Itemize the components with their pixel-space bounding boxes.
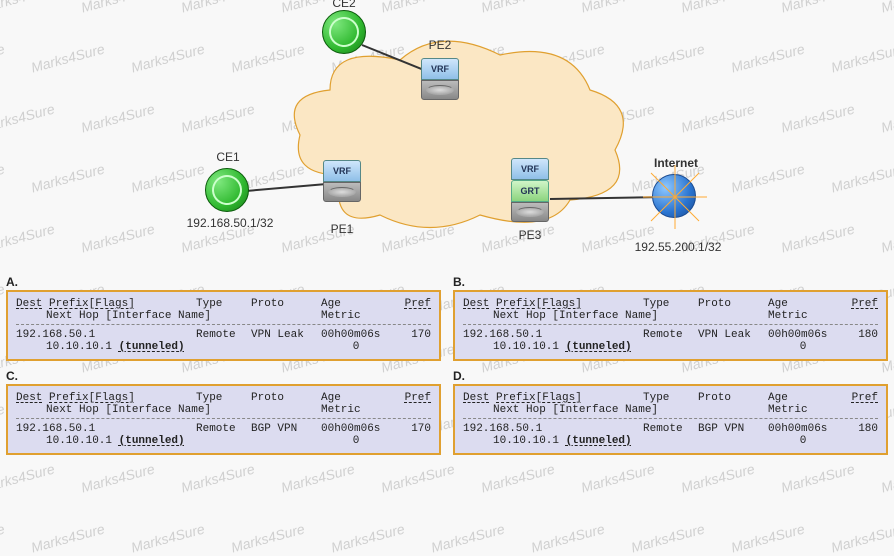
ce1-ip: 192.168.50.1/32 [165, 216, 295, 230]
mpls-cloud [290, 35, 630, 235]
ce2-label: CE2 [324, 0, 364, 10]
route-table-d: Dest Prefix[Flags] Type Proto Age Pref N… [453, 384, 888, 455]
option-d[interactable]: D. Dest Prefix[Flags] Type Proto Age Pre… [453, 369, 888, 455]
pe3-label: PE3 [508, 228, 552, 242]
ce2-router-icon [322, 10, 366, 54]
pe1-vrf-label: VRF [323, 160, 361, 182]
option-d-label: D. [453, 369, 888, 383]
pe2-router-icon: VRF [420, 58, 460, 100]
option-a-label: A. [6, 275, 441, 289]
pe3-grt-label: GRT [511, 180, 549, 202]
internet-ip: 192.55.200.1/32 [618, 240, 738, 254]
pe3-router-icon: VRF GRT [510, 158, 550, 222]
route-table-a: Dest Prefix[Flags] Type Proto Age Pref N… [6, 290, 441, 361]
internet-label: Internet [636, 156, 716, 170]
ce1-label: CE1 [198, 150, 258, 164]
network-diagram: CE1 192.168.50.1/32 CE2 VRF PE1 VRF PE2 … [0, 0, 894, 265]
option-c-label: C. [6, 369, 441, 383]
option-c[interactable]: C. Dest Prefix[Flags] Type Proto Age Pre… [6, 369, 441, 455]
ce1-router-icon [205, 168, 249, 212]
option-b-label: B. [453, 275, 888, 289]
pe2-vrf-label: VRF [421, 58, 459, 80]
route-table-c: Dest Prefix[Flags] Type Proto Age Pref N… [6, 384, 441, 455]
answer-tables: A. Dest Prefix[Flags] Type Proto Age Pre… [0, 275, 894, 455]
internet-icon [652, 174, 696, 218]
pe2-label: PE2 [418, 38, 462, 52]
pe1-label: PE1 [320, 222, 364, 236]
pe1-router-icon: VRF [322, 160, 362, 202]
option-b[interactable]: B. Dest Prefix[Flags] Type Proto Age Pre… [453, 275, 888, 361]
option-a[interactable]: A. Dest Prefix[Flags] Type Proto Age Pre… [6, 275, 441, 361]
route-table-b: Dest Prefix[Flags] Type Proto Age Pref N… [453, 290, 888, 361]
pe3-vrf-label: VRF [511, 158, 549, 180]
